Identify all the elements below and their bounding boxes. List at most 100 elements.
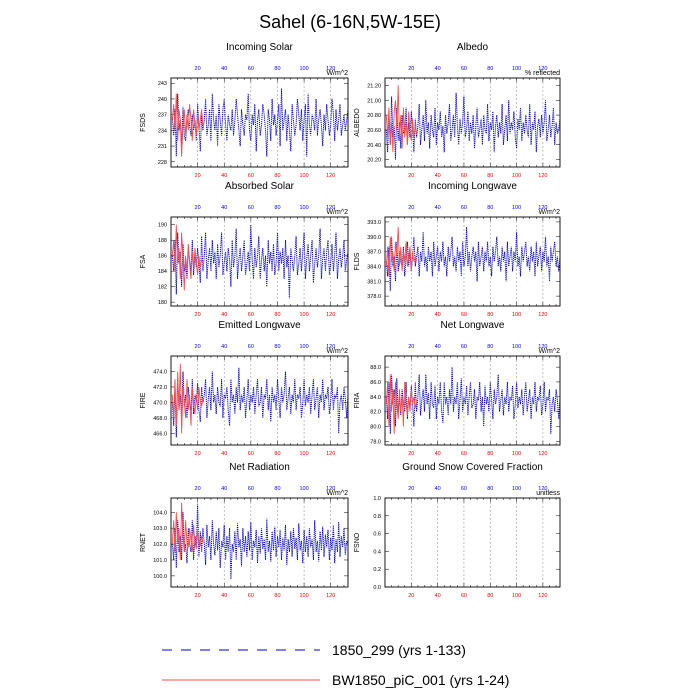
- y-tick-label: 20.80: [367, 113, 381, 119]
- y-tick-label: 86.0: [370, 380, 381, 386]
- x-tick-label-bottom: 40: [435, 593, 441, 599]
- panel-title: Ground Snow Covered Fraction: [402, 462, 543, 473]
- x-tick-label-top: 100: [512, 66, 521, 72]
- x-tick-label-bottom: 40: [221, 451, 227, 457]
- y-axis-label: FSA: [140, 254, 147, 268]
- x-tick-label-top: 20: [195, 344, 201, 350]
- x-tick-label-bottom: 120: [538, 593, 547, 599]
- x-tick-label-top: 20: [195, 66, 201, 72]
- x-tick-label-bottom: 20: [195, 451, 201, 457]
- x-tick-label-top: 20: [195, 205, 201, 211]
- x-tick-label-top: 120: [326, 344, 335, 350]
- x-tick-label-top: 20: [408, 205, 414, 211]
- x-tick-label-bottom: 100: [299, 451, 308, 457]
- x-tick-label-top: 40: [435, 486, 441, 492]
- series-line-bw1850-pic-001: [171, 502, 204, 561]
- x-tick-label-bottom: 100: [512, 451, 521, 457]
- y-tick-label: 20.60: [367, 128, 381, 134]
- x-tick-label-top: 40: [221, 205, 227, 211]
- y-axis-label: FLDS: [354, 252, 361, 270]
- chart-panel-2: Albedo % reflected ALBEDO 20 40 60 80 100 120 20 4…: [354, 42, 561, 179]
- series-line-1850-299: [385, 92, 560, 160]
- panel-title: Net Radiation: [229, 462, 290, 473]
- x-tick-label-top: 40: [221, 344, 227, 350]
- x-tick-label-bottom: 80: [274, 312, 280, 318]
- x-tick-label-top: 80: [274, 66, 280, 72]
- y-tick-label: 390.0: [367, 235, 381, 241]
- x-tick-label-top: 120: [326, 66, 335, 72]
- chart-panel-7: Net Radiation W/m^2 RNET 20 40 60 80 100 120 20 40…: [140, 462, 349, 599]
- y-tick-label: 243: [158, 81, 167, 87]
- x-tick-label-bottom: 20: [195, 173, 201, 179]
- x-tick-label-top: 120: [538, 66, 547, 72]
- x-tick-label-bottom: 80: [274, 173, 280, 179]
- x-tick-label-top: 100: [299, 486, 308, 492]
- x-tick-label-top: 100: [512, 486, 521, 492]
- x-tick-label-bottom: 80: [274, 593, 280, 599]
- x-tick-label-bottom: 80: [487, 312, 493, 318]
- y-tick-label: 470.0: [153, 400, 167, 406]
- x-tick-label-top: 80: [274, 486, 280, 492]
- x-tick-label-top: 100: [299, 205, 308, 211]
- y-tick-label: 103.0: [153, 526, 167, 532]
- y-tick-label: 466.0: [153, 431, 167, 437]
- plot-frame: [170, 77, 349, 168]
- x-tick-label-top: 60: [248, 205, 254, 211]
- panel-title: Incoming Longwave: [428, 181, 517, 192]
- chart-panel-6: Net Longwave W/m^2 FIRA 20 40 60 80 100 120 20 40 6…: [354, 320, 561, 457]
- panel-title: Net Longwave: [441, 320, 505, 331]
- panel-unit: W/m^2: [326, 70, 348, 77]
- y-tick-label: 102.0: [153, 542, 167, 548]
- x-tick-label-bottom: 60: [248, 593, 254, 599]
- x-tick-label-bottom: 20: [408, 312, 414, 318]
- x-tick-label-top: 120: [538, 486, 547, 492]
- panel-title: Incoming Solar: [226, 42, 293, 53]
- chart-panel-5: Emitted Longwave W/m^2 FIRE 20 40 60 80 100 120 2…: [140, 320, 349, 457]
- series-line-1850-299: [385, 226, 560, 292]
- x-tick-label-top: 100: [512, 344, 521, 350]
- plot-frame: [170, 355, 349, 446]
- series-line-bw1850-pic-001: [385, 85, 418, 153]
- y-axis-label: FSNO: [354, 532, 361, 552]
- x-tick-label-bottom: 20: [195, 593, 201, 599]
- figure-title: Sahel (6-16N,5W-15E): [259, 12, 441, 32]
- x-tick-label-top: 80: [274, 205, 280, 211]
- y-tick-label: 0.6: [373, 532, 381, 538]
- series-line-bw1850-pic-001: [171, 93, 204, 157]
- y-tick-label: 381.0: [367, 279, 381, 285]
- x-tick-label-bottom: 40: [435, 173, 441, 179]
- y-tick-label: 182: [158, 285, 167, 291]
- y-axis-label: FSDS: [140, 113, 147, 132]
- series-line-1850-299: [171, 504, 348, 580]
- series-line-bw1850-pic-001: [385, 226, 418, 277]
- y-tick-label: 0.2: [373, 567, 381, 573]
- series-line-1850-299: [385, 367, 560, 434]
- x-tick-label-bottom: 40: [435, 312, 441, 318]
- x-tick-label-bottom: 120: [538, 312, 547, 318]
- legend-label-1: 1850_299 (yrs 1-133): [332, 642, 466, 658]
- x-tick-label-bottom: 60: [461, 312, 467, 318]
- y-tick-label: 82.0: [370, 410, 381, 416]
- x-tick-label-bottom: 40: [221, 593, 227, 599]
- plot-frame: [384, 77, 561, 168]
- panel-unit: W/m^2: [326, 490, 348, 497]
- panel-unit: W/m^2: [538, 209, 560, 216]
- y-tick-label: 384.0: [367, 264, 381, 270]
- y-tick-label: 387.0: [367, 250, 381, 256]
- plot-frame: [170, 216, 349, 307]
- x-tick-label-top: 120: [538, 344, 547, 350]
- x-tick-label-bottom: 40: [221, 173, 227, 179]
- y-tick-label: 80.0: [370, 424, 381, 430]
- chart-panel-8: Ground Snow Covered Fraction unitless FSNO…: [354, 462, 561, 599]
- panel-title: Albedo: [457, 42, 489, 53]
- x-tick-label-bottom: 40: [435, 451, 441, 457]
- x-tick-label-top: 40: [435, 344, 441, 350]
- y-axis-label: RNET: [140, 532, 147, 552]
- y-tick-label: 188: [158, 238, 167, 244]
- x-tick-label-bottom: 100: [512, 312, 521, 318]
- x-tick-label-top: 60: [461, 66, 467, 72]
- x-tick-label-bottom: 100: [512, 173, 521, 179]
- panel-title: Emitted Longwave: [218, 320, 301, 331]
- x-tick-label-top: 20: [195, 486, 201, 492]
